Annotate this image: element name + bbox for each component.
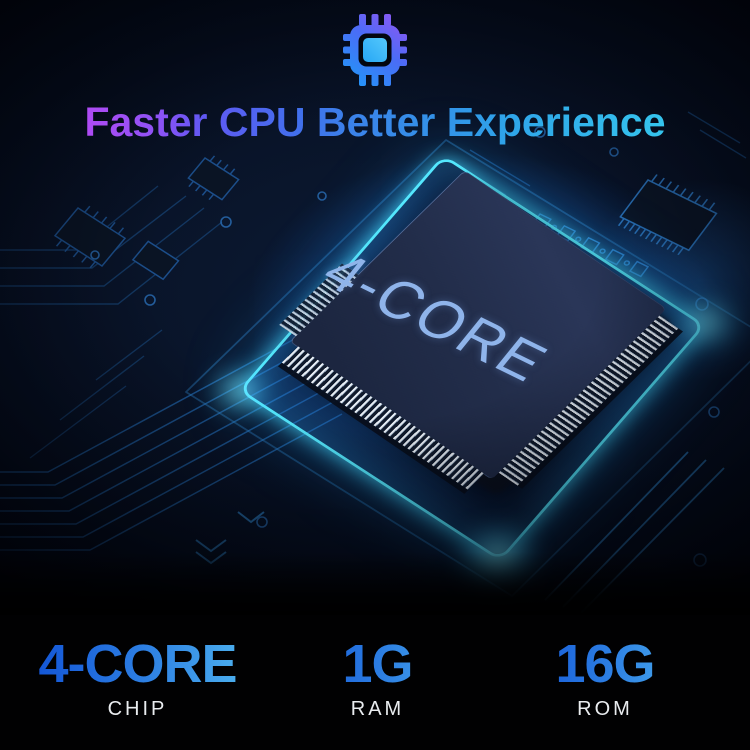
spec-label: ROM bbox=[577, 698, 633, 720]
spec-rom: 16G ROM bbox=[515, 635, 695, 721]
spec-value: 4-CORE bbox=[30, 635, 245, 693]
spec-ram: 1G RAM bbox=[285, 635, 470, 721]
spec-value: 1G bbox=[285, 635, 470, 693]
spec-chip: 4-CORE CHIP bbox=[30, 635, 245, 721]
spec-label: RAM bbox=[350, 698, 405, 720]
spec-label: CHIP bbox=[107, 698, 168, 720]
header: Faster CPU Better Experience bbox=[0, 0, 750, 145]
cpu-chip-icon bbox=[343, 14, 407, 86]
spec-value: 16G bbox=[515, 635, 695, 693]
specs-panel: 4-CORE CHIP 1G RAM 16G ROM bbox=[0, 615, 750, 750]
headline: Faster CPU Better Experience bbox=[0, 99, 750, 146]
